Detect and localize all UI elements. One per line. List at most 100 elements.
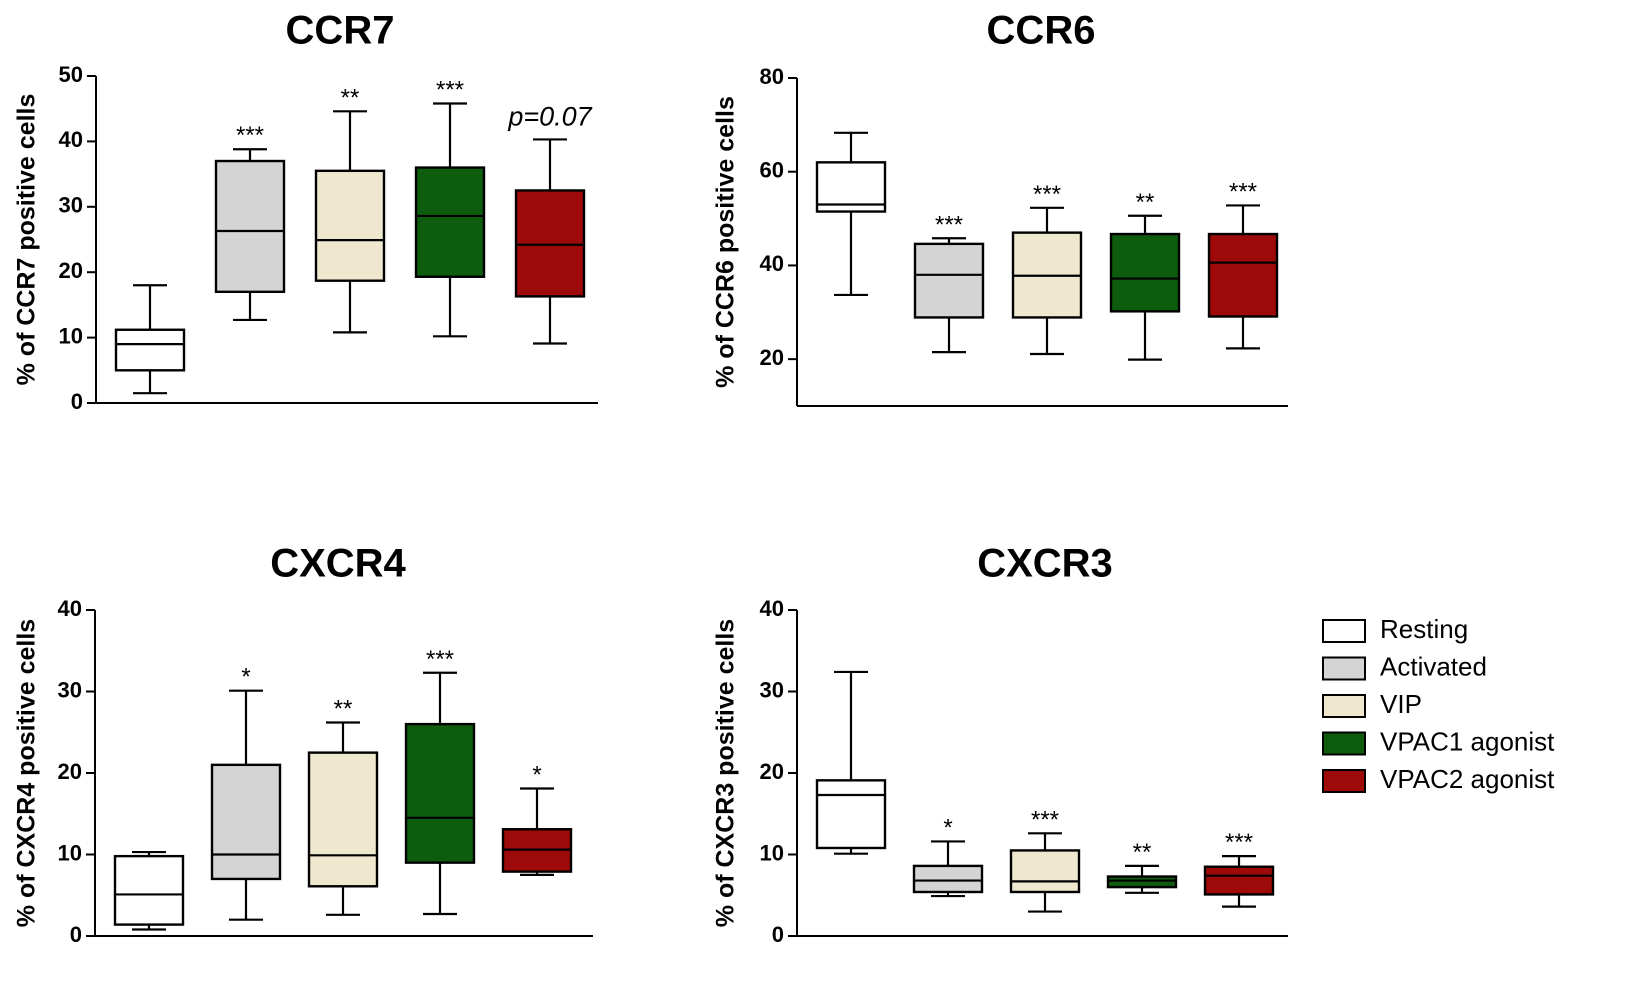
box-vpac2-agonist: p=0.07 — [507, 101, 593, 345]
chart-title: CXCR3 — [977, 542, 1113, 586]
significance-label: *** — [1225, 829, 1253, 856]
legend: Resting Activated VIP VPAC1 agonist VPAC2 ag… — [1322, 614, 1555, 794]
box-vpac2-agonist: *** — [1203, 829, 1275, 908]
legend-item-vip: VIP — [1322, 689, 1422, 719]
y-tick-label: 10 — [59, 323, 83, 348]
box-iqr — [404, 722, 476, 864]
chart-ccr7: CCR7 % of CCR7 positive cells 0 10 20 30 40 50 *… — [13, 9, 598, 414]
box-iqr — [913, 242, 985, 319]
chart-title: CCR7 — [286, 9, 395, 53]
box-iqr — [815, 161, 887, 213]
y-tick-label: 10 — [58, 840, 82, 865]
y-tick-label: 50 — [59, 62, 83, 87]
significance-label: * — [532, 761, 541, 788]
significance-label: * — [241, 664, 250, 691]
box-iqr — [1203, 865, 1275, 896]
y-axis-label: % of CXCR3 positive cells — [712, 619, 740, 927]
y-tick-label: 0 — [71, 389, 83, 414]
y-tick-label: 20 — [760, 759, 784, 784]
box-vpac1-agonist: *** — [414, 76, 486, 338]
legend-swatch — [1322, 656, 1366, 681]
significance-label: *** — [1031, 806, 1059, 833]
legend-label: VIP — [1380, 689, 1422, 719]
y-tick-label: 80 — [760, 64, 784, 89]
box-vpac1-agonist: ** — [1109, 189, 1181, 361]
box-iqr — [815, 779, 887, 850]
y-axis-label: % of CCR6 positive cells — [712, 96, 740, 388]
box-iqr — [214, 159, 286, 294]
legend-item-resting: Resting — [1322, 614, 1468, 644]
box-iqr — [1009, 849, 1081, 894]
box-activated: * — [210, 664, 282, 921]
box-vpac1-agonist: *** — [404, 646, 476, 916]
significance-label: * — [943, 814, 952, 841]
significance-label: *** — [426, 646, 454, 673]
box-iqr — [307, 751, 379, 888]
box-resting — [114, 284, 186, 395]
box-vpac2-agonist: *** — [1207, 178, 1279, 350]
y-tick-label: 20 — [58, 759, 82, 784]
p-value-label: p=0.07 — [507, 101, 592, 131]
legend-item-vpac1-agonist: VPAC1 agonist — [1322, 726, 1555, 756]
y-tick-label: 40 — [760, 596, 784, 621]
box-iqr — [114, 328, 186, 372]
box-iqr — [1207, 232, 1279, 318]
legend-item-activated: Activated — [1322, 651, 1487, 681]
box-iqr — [314, 169, 386, 282]
legend-swatch — [1322, 619, 1366, 643]
y-tick-label: 30 — [59, 193, 83, 218]
box-iqr — [113, 854, 185, 926]
legend-item-vpac2-agonist: VPAC2 agonist — [1322, 764, 1555, 794]
legend-swatch — [1322, 694, 1366, 718]
y-tick-label: 0 — [772, 922, 784, 947]
y-tick-label: 0 — [70, 922, 82, 947]
box-iqr — [210, 763, 282, 881]
y-tick-label: 10 — [760, 840, 784, 865]
legend-label: Activated — [1380, 651, 1487, 681]
box-vip: ** — [314, 84, 386, 334]
significance-label: ** — [1136, 189, 1155, 216]
y-axis-label: % of CCR7 positive cells — [13, 94, 41, 386]
box-iqr — [514, 189, 586, 298]
box-resting — [815, 131, 887, 297]
box-vpac1-agonist: ** — [1106, 839, 1178, 894]
box-iqr — [414, 166, 486, 278]
chart-cxcr3: CXCR3 % of CXCR3 positive cells 0 10 20 30 40 *… — [712, 542, 1288, 947]
box-resting — [113, 850, 185, 931]
y-tick-label: 40 — [58, 596, 82, 621]
significance-label: ** — [334, 695, 353, 722]
box-activated: *** — [913, 211, 985, 354]
box-vip: *** — [1009, 806, 1081, 913]
y-tick-label: 60 — [760, 158, 784, 183]
significance-label: *** — [1229, 178, 1257, 205]
y-tick-label: 20 — [760, 345, 784, 370]
chart-title: CCR6 — [987, 9, 1096, 53]
legend-swatch — [1322, 731, 1366, 756]
box-iqr — [912, 864, 984, 894]
legend-label: Resting — [1380, 614, 1468, 644]
chart-title: CXCR4 — [270, 542, 406, 586]
y-tick-label: 20 — [59, 258, 83, 283]
significance-label: *** — [935, 211, 963, 238]
significance-label: *** — [1033, 181, 1061, 208]
y-tick-label: 30 — [58, 677, 82, 702]
significance-label: *** — [236, 122, 264, 149]
box-resting — [815, 670, 887, 855]
chart-cxcr4: CXCR4 % of CXCR4 positive cells 0 10 20 30 40 *… — [13, 542, 593, 947]
box-vip: ** — [307, 695, 379, 916]
box-vip: *** — [1011, 181, 1083, 356]
y-tick-label: 40 — [59, 127, 83, 152]
significance-label: ** — [341, 84, 360, 111]
y-tick-label: 30 — [760, 677, 784, 702]
y-tick-label: 40 — [760, 251, 784, 276]
box-activated: *** — [214, 122, 286, 322]
chart-ccr6: CCR6% of CCR6 positive cells 20406080****… — [712, 9, 1288, 407]
legend-label: VPAC1 agonist — [1380, 726, 1555, 756]
box-vpac2-agonist: * — [501, 761, 573, 876]
legend-swatch — [1322, 769, 1366, 793]
box-iqr — [1106, 875, 1178, 889]
y-axis-label: % of CXCR4 positive cells — [13, 619, 41, 927]
box-activated: * — [912, 814, 984, 898]
legend-label: VPAC2 agonist — [1380, 764, 1555, 794]
